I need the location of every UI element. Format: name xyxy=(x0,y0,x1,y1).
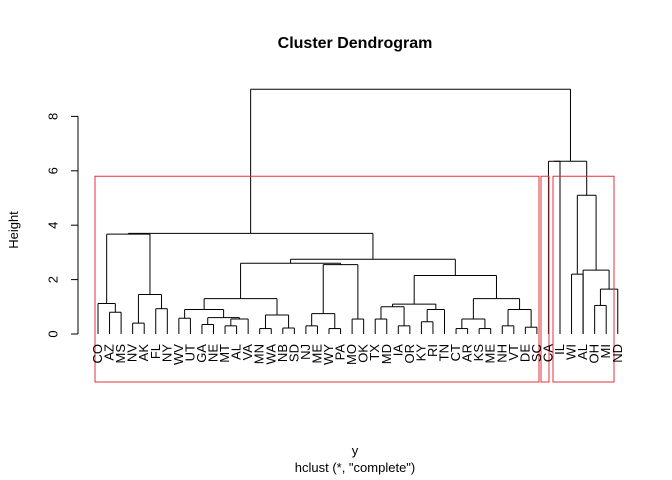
leaf-label: IA xyxy=(390,344,405,357)
leaf-label: WY xyxy=(321,344,336,365)
chart-title: Cluster Dendrogram xyxy=(278,35,433,52)
y-axis: 0 2 4 6 8 xyxy=(45,113,79,338)
leaf-label: AK xyxy=(136,344,151,362)
x-axis-label: y xyxy=(352,443,359,458)
leaf-label: AL xyxy=(229,344,244,360)
cluster-rectangle xyxy=(552,175,615,383)
leaf-label: NY xyxy=(159,344,174,362)
cluster-rectangles xyxy=(94,175,615,383)
leaf-label: SD xyxy=(286,344,301,362)
leaf-label: VT xyxy=(506,344,521,361)
leaf-label: WI xyxy=(564,344,579,360)
leaf-label: OK xyxy=(356,344,371,363)
leaf-label: MD xyxy=(379,344,394,364)
leaf-label: CA xyxy=(540,344,555,362)
leaf-label: UT xyxy=(182,344,197,361)
leaf-label: MI xyxy=(598,344,613,358)
leaf-label: KY xyxy=(413,344,428,362)
leaf-label: AL xyxy=(575,344,590,360)
leaf-label: MO xyxy=(344,344,359,365)
y-tick-label: 6 xyxy=(45,167,60,174)
leaf-label: PA xyxy=(333,344,348,361)
leaf-label: NV xyxy=(125,344,140,362)
leaf-label: OH xyxy=(587,344,602,364)
leaf-label: MS xyxy=(113,344,128,364)
leaf-label: MT xyxy=(217,344,232,363)
leaf-label: AZ xyxy=(102,344,117,361)
leaf-label: WA xyxy=(263,344,278,365)
leaf-label: NJ xyxy=(298,344,313,360)
y-tick-label: 4 xyxy=(45,222,60,229)
leaf-label: FL xyxy=(148,344,163,359)
leaf-label: NB xyxy=(275,344,290,362)
leaf-label: ME xyxy=(309,344,324,364)
y-tick-label: 2 xyxy=(45,276,60,283)
leaf-label: NH xyxy=(494,344,509,363)
dendrogram-branches xyxy=(97,88,619,334)
leaf-label: TX xyxy=(367,344,382,361)
leaf-label: IL xyxy=(552,344,567,355)
leaf-label: SC xyxy=(529,344,544,362)
leaf-labels: COAZMSNVAKFLNYWVUTGANEMTALVAMNWANBSDNJME… xyxy=(90,344,625,365)
y-tick-label: 0 xyxy=(45,330,60,337)
leaf-label: CT xyxy=(448,344,463,361)
method-label: hclust (*, "complete") xyxy=(295,460,416,475)
leaf-label: ME xyxy=(483,344,498,364)
leaf-label: TN xyxy=(437,344,452,361)
leaf-label: VA xyxy=(240,344,255,361)
leaf-label: DE xyxy=(517,344,532,362)
leaf-label: CO xyxy=(90,344,105,364)
leaf-label: GA xyxy=(194,344,209,363)
cluster-rectangle xyxy=(94,175,540,383)
cluster-rectangle xyxy=(540,175,550,383)
leaf-label: WV xyxy=(171,344,186,365)
leaf-label: MN xyxy=(252,344,267,364)
leaf-label: ND xyxy=(610,344,625,363)
leaf-label: KS xyxy=(471,344,486,362)
y-tick-label: 8 xyxy=(45,113,60,120)
y-axis-label: Height xyxy=(6,211,21,249)
leaf-label: NE xyxy=(206,344,221,362)
leaf-label: OR xyxy=(402,344,417,364)
leaf-label: RI xyxy=(425,344,440,357)
leaf-label: AR xyxy=(460,344,475,362)
